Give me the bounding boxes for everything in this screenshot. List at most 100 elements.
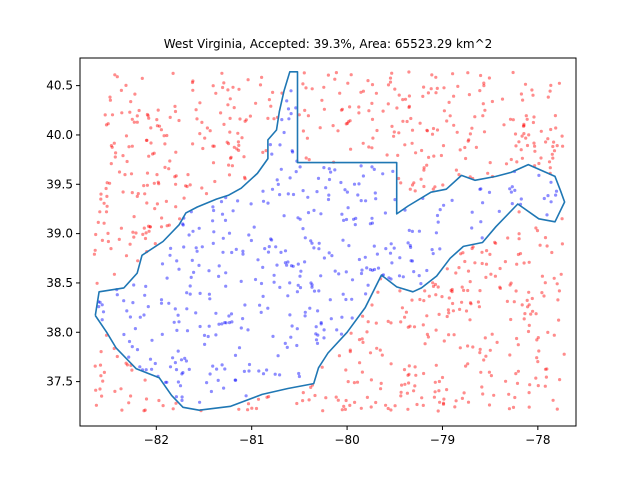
accepted-point — [319, 274, 323, 278]
rejected-point — [526, 329, 531, 334]
accepted-point — [470, 226, 474, 230]
accepted-point — [333, 269, 337, 273]
rejected-point — [94, 403, 98, 407]
rejected-point — [464, 309, 469, 313]
accepted-point — [545, 213, 549, 217]
rejected-point — [400, 306, 404, 310]
accepted-point — [283, 249, 288, 253]
accepted-point — [187, 367, 191, 371]
accepted-point — [159, 301, 164, 305]
rejected-point — [367, 109, 371, 113]
rejected-point — [266, 116, 270, 120]
rejected-point — [119, 226, 123, 230]
rejected-point — [182, 196, 186, 200]
accepted-point — [346, 206, 350, 210]
rejected-point — [469, 302, 473, 306]
rejected-point — [94, 232, 98, 237]
rejected-point — [104, 123, 109, 127]
rejected-point — [405, 391, 409, 395]
accepted-point — [220, 363, 224, 367]
accepted-point — [289, 112, 293, 116]
rejected-point — [98, 210, 102, 214]
rejected-point — [165, 224, 169, 228]
accepted-point — [294, 106, 298, 110]
accepted-point — [327, 193, 331, 197]
rejected-point — [359, 406, 363, 410]
rejected-point — [399, 390, 403, 394]
rejected-point — [463, 259, 467, 264]
rejected-point — [142, 184, 146, 188]
rejected-point — [534, 376, 538, 380]
accepted-point — [361, 174, 365, 178]
rejected-point — [552, 140, 556, 144]
accepted-point — [487, 190, 492, 194]
rejected-point — [422, 184, 426, 189]
rejected-point — [365, 395, 369, 399]
rejected-point — [431, 126, 436, 131]
rejected-point — [453, 405, 457, 409]
rejected-point — [171, 407, 175, 411]
accepted-point — [175, 259, 179, 263]
accepted-point — [554, 193, 558, 197]
rejected-point — [436, 409, 440, 413]
rejected-point — [307, 158, 311, 162]
rejected-point — [460, 285, 464, 289]
rejected-point — [523, 82, 528, 86]
accepted-point — [230, 250, 234, 255]
rejected-point — [407, 372, 411, 376]
rejected-point — [269, 104, 273, 108]
rejected-point — [211, 84, 215, 88]
accepted-point — [364, 292, 368, 296]
rejected-point — [543, 236, 548, 240]
x-axis: −82 −81 −80 −79 −78 — [144, 426, 551, 447]
rejected-point — [237, 143, 241, 147]
accepted-point — [322, 336, 326, 340]
accepted-point — [257, 369, 261, 373]
rejected-point — [198, 101, 202, 105]
rejected-point — [514, 372, 518, 376]
accepted-point — [288, 176, 292, 180]
accepted-point — [298, 286, 303, 290]
rejected-point — [159, 128, 163, 132]
rejected-point — [427, 155, 431, 159]
rejected-point — [473, 261, 477, 265]
rejected-point — [131, 230, 135, 234]
accepted-point — [169, 246, 173, 250]
rejected-point — [129, 172, 134, 176]
accepted-point — [177, 267, 181, 271]
rejected-point — [246, 78, 250, 82]
accepted-point — [340, 315, 344, 319]
accepted-point — [370, 221, 374, 225]
accepted-point — [370, 165, 374, 169]
rejected-point — [366, 320, 370, 324]
rejected-point — [422, 85, 426, 89]
y-tick-label: 38.5 — [46, 276, 73, 290]
rejected-point — [560, 217, 564, 221]
rejected-point — [533, 144, 537, 148]
accepted-point — [289, 89, 293, 93]
rejected-point — [426, 335, 430, 339]
accepted-point — [374, 197, 378, 201]
accepted-point — [219, 200, 224, 204]
accepted-point — [298, 274, 302, 278]
rejected-point — [477, 305, 481, 309]
rejected-point — [348, 105, 352, 109]
accepted-point — [128, 315, 132, 319]
rejected-point — [101, 379, 105, 383]
rejected-point — [478, 89, 482, 93]
accepted-point — [266, 250, 271, 254]
rejected-point — [484, 354, 488, 358]
rejected-point — [525, 298, 529, 302]
accepted-point — [389, 277, 393, 281]
rejected-point — [185, 184, 189, 189]
accepted-point — [234, 247, 238, 251]
rejected-point — [466, 400, 471, 404]
accepted-point — [215, 367, 219, 371]
accepted-point — [381, 172, 385, 176]
accepted-point — [146, 305, 150, 309]
rejected-point — [244, 118, 248, 122]
accepted-point — [436, 220, 440, 224]
accepted-point — [285, 263, 289, 267]
rejected-point — [344, 368, 348, 372]
rejected-point — [200, 120, 204, 124]
